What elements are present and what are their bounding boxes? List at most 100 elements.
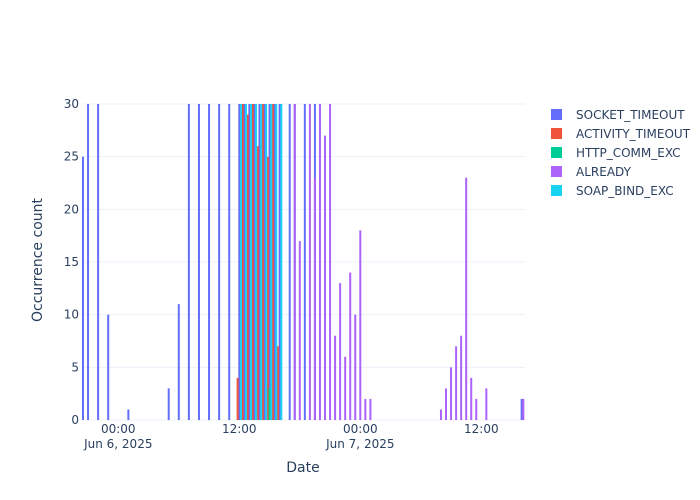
series-soap-bind-exc <box>239 104 283 420</box>
bar[interactable] <box>369 398 372 420</box>
bar[interactable] <box>445 388 448 420</box>
bar[interactable] <box>245 104 248 420</box>
bar[interactable] <box>359 230 362 420</box>
bar[interactable] <box>275 104 278 420</box>
bar[interactable] <box>475 398 478 420</box>
bar[interactable] <box>273 104 276 420</box>
bar[interactable] <box>187 104 190 420</box>
legend-label: SOCKET_TIMEOUT <box>576 108 685 122</box>
bar[interactable] <box>197 104 200 420</box>
legend[interactable]: SOCKET_TIMEOUT ACTIVITY_TIMEOUT HTTP_COMM_… <box>551 108 691 198</box>
y-tick-label: 20 <box>64 202 79 216</box>
legend-swatch <box>551 166 562 177</box>
bar[interactable] <box>251 104 254 420</box>
legend-item[interactable]: ALREADY <box>551 165 632 179</box>
bar[interactable] <box>455 346 458 420</box>
bar[interactable] <box>329 104 332 420</box>
bar[interactable] <box>313 177 316 420</box>
bar[interactable] <box>450 367 453 420</box>
bar[interactable] <box>465 177 468 420</box>
bar[interactable] <box>248 104 251 420</box>
legend-item[interactable]: HTTP_COMM_EXC <box>551 146 681 160</box>
bar[interactable] <box>263 104 266 420</box>
bar[interactable] <box>460 335 463 420</box>
bar[interactable] <box>177 304 180 420</box>
x-tick-label: 00:00 <box>101 422 136 436</box>
bar[interactable] <box>260 104 263 420</box>
series-activity-timeout <box>236 104 279 421</box>
bar[interactable] <box>228 104 231 420</box>
bar[interactable] <box>520 398 523 420</box>
bar[interactable] <box>276 346 279 420</box>
bar[interactable] <box>339 283 342 420</box>
x-axis-title: Date <box>286 460 319 476</box>
bar[interactable] <box>238 104 241 420</box>
legend-label: ACTIVITY_TIMEOUT <box>576 127 691 141</box>
legend-swatch <box>551 147 562 158</box>
bar[interactable] <box>439 409 442 420</box>
bar[interactable] <box>258 104 261 420</box>
bar[interactable] <box>250 104 253 420</box>
bar[interactable] <box>236 377 239 420</box>
bar[interactable] <box>288 104 291 420</box>
bar[interactable] <box>298 240 301 420</box>
series-already <box>293 104 525 420</box>
y-tick-label: 10 <box>64 308 79 322</box>
x-tick-label: 00:00 <box>343 422 378 436</box>
bar[interactable] <box>246 114 249 421</box>
bar[interactable] <box>344 356 347 420</box>
bar[interactable] <box>82 156 84 420</box>
bar[interactable] <box>268 388 271 420</box>
bar[interactable] <box>349 272 352 420</box>
bar[interactable] <box>278 104 281 420</box>
bar[interactable] <box>87 104 90 420</box>
y-tick-label: 0 <box>71 413 79 427</box>
bar[interactable] <box>256 146 259 420</box>
bar[interactable] <box>241 104 244 420</box>
bar[interactable] <box>127 409 130 420</box>
bar[interactable] <box>266 156 269 420</box>
bar[interactable] <box>261 104 264 420</box>
bar[interactable] <box>270 104 273 420</box>
bar[interactable] <box>318 104 321 420</box>
bar[interactable] <box>208 104 211 420</box>
legend-item[interactable]: SOCKET_TIMEOUT <box>551 108 685 122</box>
bar[interactable] <box>522 398 525 420</box>
bar[interactable] <box>470 377 473 420</box>
legend-item[interactable]: SOAP_BIND_EXC <box>551 184 674 198</box>
bar[interactable] <box>324 135 327 420</box>
bar[interactable] <box>268 104 271 420</box>
legend-item[interactable]: ACTIVITY_TIMEOUT <box>551 127 691 141</box>
y-axis-ticks: 0 5 10 15 20 25 30 <box>64 97 79 427</box>
bar[interactable] <box>107 314 110 420</box>
bar[interactable] <box>354 314 357 420</box>
bar[interactable] <box>485 388 488 420</box>
bar[interactable] <box>97 104 100 420</box>
legend-label: ALREADY <box>576 165 632 179</box>
legend-label: SOAP_BIND_EXC <box>576 184 674 198</box>
y-tick-label: 25 <box>64 150 79 164</box>
bar[interactable] <box>243 104 246 420</box>
bar[interactable] <box>255 104 258 420</box>
bar[interactable] <box>303 104 306 420</box>
bar[interactable] <box>334 335 337 420</box>
x-tick-label: 12:00 <box>222 422 257 436</box>
bar[interactable] <box>271 104 274 420</box>
bar[interactable] <box>364 398 367 420</box>
bar[interactable] <box>280 104 283 420</box>
series-http-comm-exc <box>268 388 271 420</box>
y-axis-title: Occurrence count <box>30 197 46 322</box>
x-tick-date-label: Jun 6, 2025 <box>83 437 152 451</box>
bar[interactable] <box>239 104 242 420</box>
bar[interactable] <box>293 104 296 420</box>
series-socket-timeout <box>82 104 523 420</box>
bar[interactable] <box>253 104 256 420</box>
legend-swatch <box>551 109 562 120</box>
bar[interactable] <box>167 388 170 420</box>
y-tick-label: 15 <box>64 255 79 269</box>
bar[interactable] <box>308 104 311 420</box>
bar[interactable] <box>265 104 268 420</box>
bar[interactable] <box>218 104 221 420</box>
